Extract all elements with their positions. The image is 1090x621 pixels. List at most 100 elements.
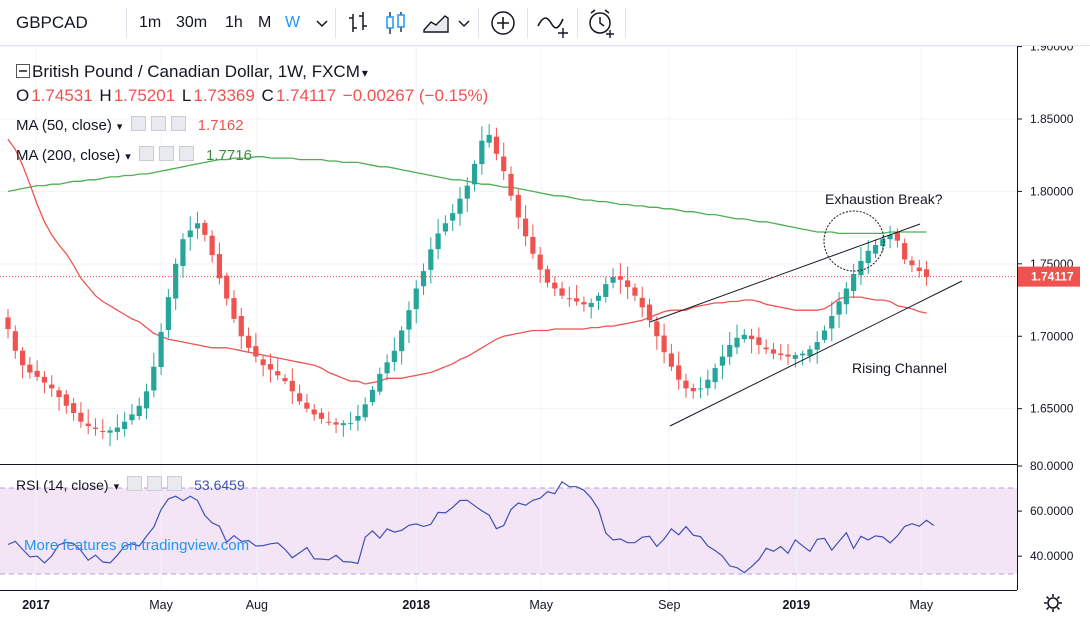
- close-icon[interactable]: [178, 146, 194, 161]
- candle-body: [632, 287, 638, 296]
- candle: [245, 327, 252, 353]
- candle-body: [836, 301, 842, 315]
- indicators-icon[interactable]: [536, 8, 570, 38]
- candle-body: [676, 365, 682, 380]
- toolbar-divider: [577, 8, 578, 38]
- candle: [574, 284, 580, 306]
- settings-icon[interactable]: [1044, 594, 1062, 612]
- price-axis[interactable]: [1017, 46, 1090, 590]
- gear-icon[interactable]: [158, 146, 174, 161]
- toolbar-divider: [126, 8, 127, 38]
- close-icon[interactable]: [170, 116, 186, 131]
- candle-body: [27, 364, 33, 373]
- alert-icon[interactable]: [585, 8, 619, 38]
- candle: [406, 301, 412, 343]
- candle-body: [457, 198, 463, 214]
- candle: [770, 342, 777, 360]
- symbol-title[interactable]: British Pound / Canadian Dollar, 1W, FXC…: [32, 62, 360, 81]
- time-axis-labels: 2017 May Aug 2018 May Sep 2019 May: [22, 598, 934, 612]
- candle: [821, 325, 828, 343]
- candle-body: [902, 243, 908, 260]
- candle: [661, 323, 667, 364]
- eye-icon[interactable]: [138, 146, 154, 161]
- toolbar-divider: [478, 8, 479, 38]
- candle-body: [574, 298, 580, 302]
- candle: [304, 394, 310, 413]
- candle-body: [705, 379, 711, 389]
- ma50-label[interactable]: MA (50, close): [16, 117, 112, 134]
- candle-body: [625, 280, 631, 288]
- close-icon[interactable]: [167, 476, 183, 491]
- symbol-search[interactable]: GBPCAD: [16, 13, 88, 32]
- rsi-tick-label: 40.0000: [1030, 549, 1074, 563]
- price-tick-label: 1.85000: [1030, 112, 1074, 126]
- eye-icon[interactable]: [127, 476, 143, 491]
- candle: [610, 268, 616, 289]
- bar-style-icon[interactable]: [346, 8, 372, 38]
- interval-1h[interactable]: 1h: [225, 14, 243, 31]
- candle-body: [690, 388, 696, 392]
- eye-icon[interactable]: [130, 116, 146, 131]
- price-chart[interactable]: Exhaustion Break? Rising Channel 1.90000…: [0, 46, 1090, 621]
- candle: [654, 316, 660, 350]
- current-price-label: [1018, 266, 1080, 287]
- candle-body: [216, 254, 223, 279]
- candle: [71, 398, 77, 421]
- candle: [413, 280, 419, 324]
- low-value: 1.73369: [193, 86, 255, 105]
- candle-body: [646, 304, 653, 321]
- open-value: 1.74531: [31, 86, 93, 105]
- chevron-down-icon[interactable]: [456, 8, 472, 38]
- collapse-icon[interactable]: [16, 64, 30, 78]
- area-icon[interactable]: [421, 8, 451, 38]
- chevron-down-icon[interactable]: ▾: [110, 481, 123, 493]
- candle: [56, 386, 62, 411]
- candle-body: [661, 335, 667, 353]
- candle: [683, 373, 689, 398]
- candle: [333, 418, 339, 434]
- candle-body: [727, 344, 733, 357]
- candle-body: [697, 388, 704, 390]
- candle-body: [515, 194, 521, 218]
- candle: [588, 298, 594, 319]
- interval-1m[interactable]: 1m: [139, 14, 162, 31]
- interval-M[interactable]: M: [258, 14, 272, 31]
- candle: [690, 383, 696, 399]
- compare-icon[interactable]: [488, 8, 518, 38]
- candle-body: [522, 218, 529, 237]
- candle: [209, 230, 215, 263]
- candle-body: [880, 239, 886, 247]
- chevron-down-icon[interactable]: ▾: [113, 121, 126, 133]
- candle-body: [785, 354, 791, 357]
- ma200-label[interactable]: MA (200, close): [16, 147, 121, 164]
- time-axis-label: 2017: [22, 598, 50, 612]
- candle-body: [209, 235, 215, 256]
- interval-W[interactable]: W: [285, 14, 301, 31]
- candle: [318, 408, 325, 424]
- candle: [194, 211, 201, 239]
- candle: [646, 298, 653, 328]
- chevron-down-icon[interactable]: [314, 8, 330, 38]
- interval-30m[interactable]: 30m: [176, 14, 208, 31]
- candles-icon[interactable]: [383, 8, 409, 38]
- candle-body: [552, 282, 558, 289]
- candle-body: [756, 337, 762, 345]
- channel-label: Rising Channel: [852, 360, 947, 376]
- gear-icon[interactable]: [147, 476, 163, 491]
- candle-body: [734, 337, 740, 348]
- candle: [559, 281, 565, 299]
- candle-body: [442, 223, 448, 232]
- candle-body: [537, 254, 543, 270]
- candle: [843, 281, 849, 315]
- candle-body: [158, 331, 164, 368]
- rsi-label[interactable]: RSI (14, close): [16, 477, 109, 493]
- candle-body: [304, 402, 310, 409]
- chevron-down-icon[interactable]: ▾: [361, 66, 368, 80]
- watermark-link[interactable]: More features on tradingview.com: [24, 537, 250, 554]
- candle-body: [34, 370, 40, 377]
- chevron-down-icon[interactable]: ▾: [122, 151, 134, 163]
- gear-icon[interactable]: [150, 116, 166, 131]
- candle-body: [654, 321, 660, 337]
- candle-body: [858, 260, 864, 276]
- candle: [493, 127, 500, 161]
